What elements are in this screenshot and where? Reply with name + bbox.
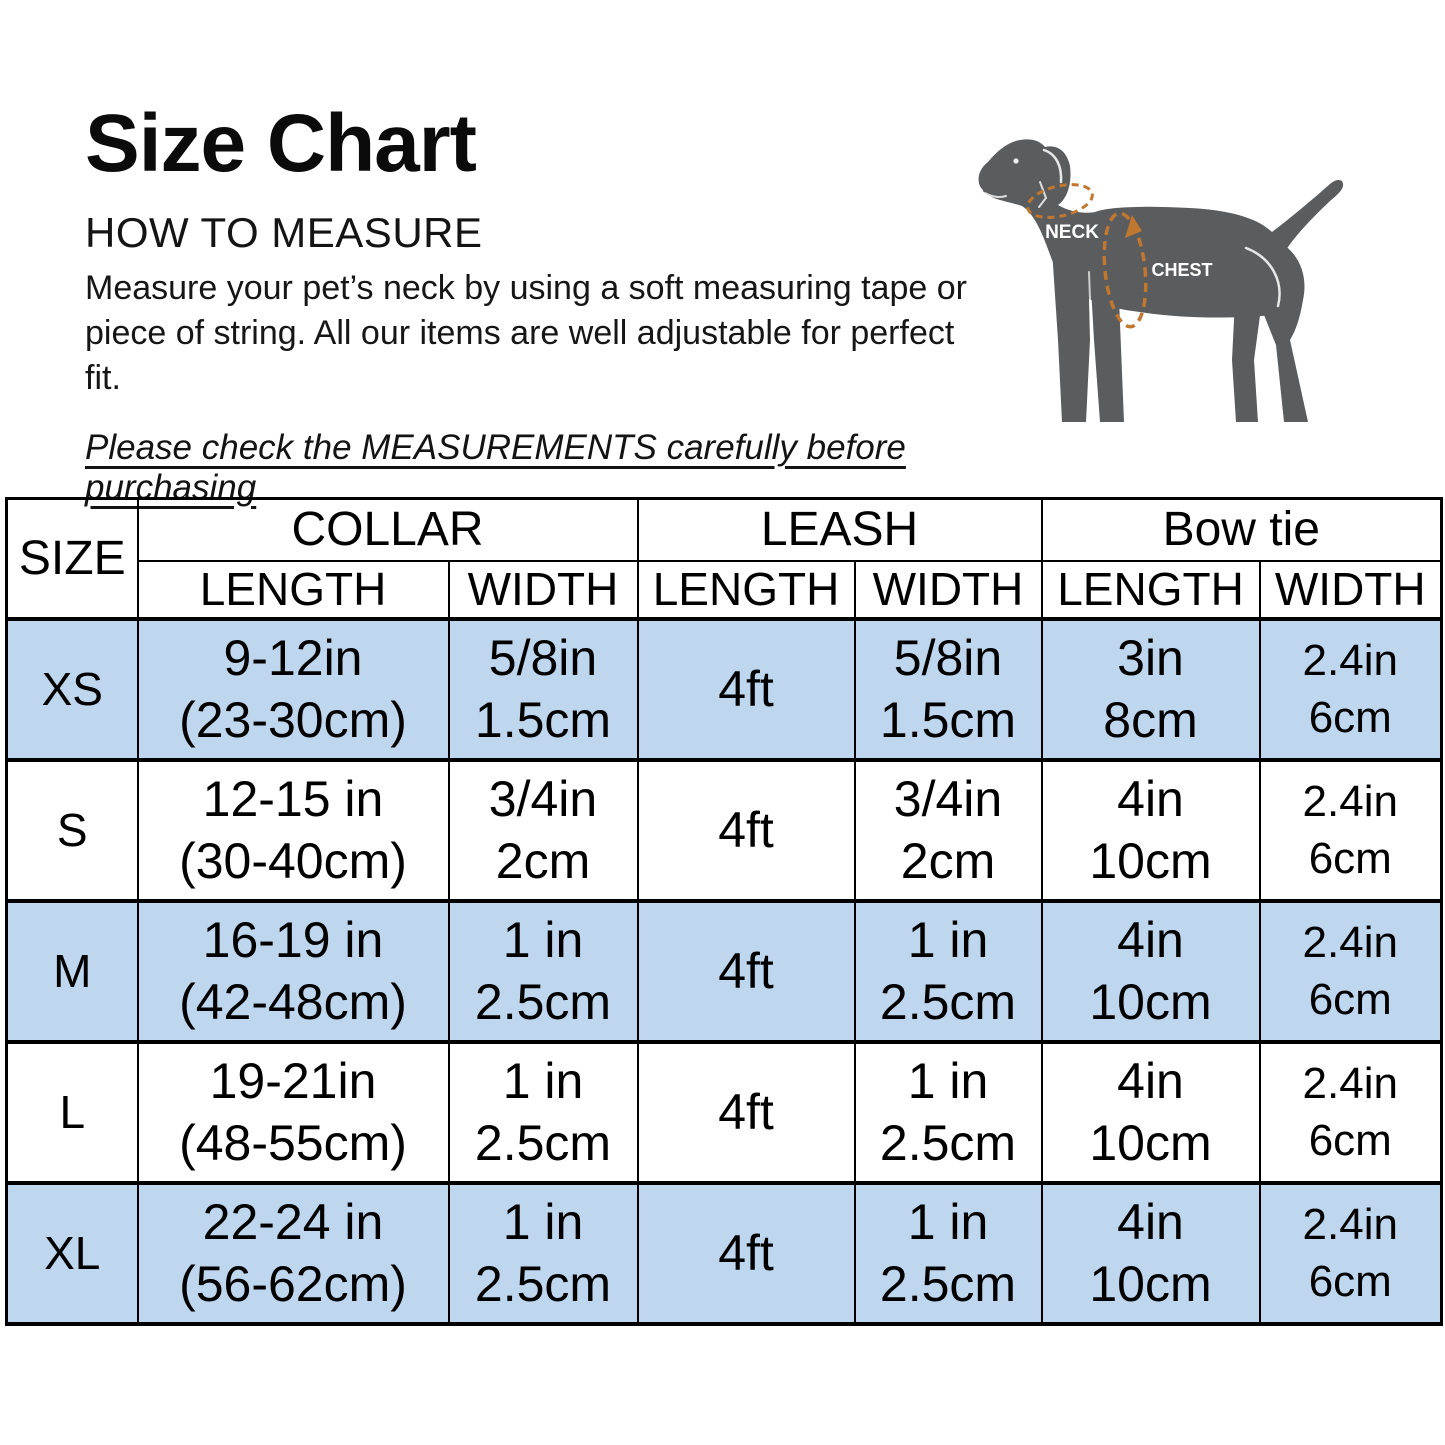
leash-length-header: LENGTH [636,559,856,620]
table-group-header-row: SIZE COLLAR LEASH Bow tie [5,497,1443,620]
cell-collar-width: 5/8in 1.5cm [447,616,639,762]
cell-collar-width: 1 in 2.5cm [447,898,639,1044]
size-column-header: SIZE [5,497,139,620]
chest-measure-ellipse [1102,211,1148,329]
cell-bowtie-width: 2.4in 6cm [1258,898,1443,1044]
table-row-xs: XS 9-12in (23-30cm) 5/8in 1.5cm 4ft 5/8in 1… [5,616,1443,762]
how-to-measure-heading: HOW TO MEASURE [85,209,483,256]
leash-width-header: WIDTH [853,559,1043,620]
dog-thigh-line [1244,246,1281,308]
collar-width-header: WIDTH [447,559,639,620]
dog-ear-outline [1042,148,1063,184]
size-table: SIZE COLLAR LEASH Bow tie LENGTH WIDTH L… [5,497,1444,1326]
cell-collar-length: 16-19 in (42-48cm) [136,898,450,1044]
dog-leg-separation-line [1088,271,1093,353]
cell-collar-width: 3/4in 2cm [447,757,639,903]
table-row-xl: XL 22-24 in (56-62cm) 1 in 2.5cm 4ft 1 in 2… [5,1180,1443,1326]
cell-leash-width: 3/4in 2cm [853,757,1043,903]
cell-leash-width: 5/8in 1.5cm [853,616,1043,762]
dog-hind-leg-far [1232,280,1264,422]
collar-group-header: COLLAR [136,497,639,562]
bowtie-length-header: LENGTH [1040,559,1261,620]
size-label: XS [5,616,139,762]
chest-label: CHEST [1151,260,1212,280]
bowtie-group-header: Bow tie [1040,497,1443,562]
table-row-m: M 16-19 in (42-48cm) 1 in 2.5cm 4ft 1 in 2.… [5,898,1443,1044]
cell-leash-length: 4ft [636,616,856,762]
dog-eye [1013,158,1019,164]
collar-length-header: LENGTH [136,559,450,620]
cell-bowtie-width: 2.4in 6cm [1258,616,1443,762]
bowtie-width-header: WIDTH [1258,559,1443,620]
cell-bowtie-length: 4in 10cm [1040,898,1261,1044]
cell-collar-width: 1 in 2.5cm [447,1039,639,1185]
size-label: L [5,1039,139,1185]
cell-collar-length: 9-12in (23-30cm) [136,616,450,762]
cell-bowtie-width: 2.4in 6cm [1258,1180,1443,1326]
cell-collar-width: 1 in 2.5cm [447,1180,639,1326]
cell-bowtie-width: 2.4in 6cm [1258,757,1443,903]
page-title: Size Chart [85,98,477,189]
dog-front-leg-far [1090,270,1124,422]
leash-group-header: LEASH [636,497,1043,562]
size-label: M [5,898,139,1044]
cell-leash-length: 4ft [636,1039,856,1185]
dog-neck-line [1038,181,1048,208]
cell-leash-width: 1 in 2.5cm [853,1039,1043,1185]
cell-leash-width: 1 in 2.5cm [853,898,1043,1044]
measuring-instructions: Measure your pet’s neck by using a soft … [85,269,967,398]
dog-hind-leg [1258,234,1308,422]
cell-collar-length: 22-24 in (56-62cm) [136,1180,450,1326]
cell-bowtie-length: 4in 10cm [1040,757,1261,903]
table-sub-header-row: LENGTH WIDTH LENGTH WIDTH LENGTH WIDTH [7,559,1443,620]
cell-bowtie-length: 4in 10cm [1040,1180,1261,1326]
table-row-s: S 12-15 in (30-40cm) 3/4in 2cm 4ft 3/4in 2c… [5,757,1443,903]
dog-front-leg [1052,250,1090,422]
chest-measure-arrow-icon [1125,215,1142,238]
purchase-warning-note: Please check the MEASUREMENTS carefully … [85,427,906,507]
intro-section: Size Chart HOW TO MEASURE Measure your p… [85,103,970,508]
cell-collar-length: 12-15 in (30-40cm) [136,757,450,903]
dog-measurement-diagram: NECK CHEST [950,98,1445,460]
cell-leash-width: 1 in 2.5cm [853,1180,1043,1326]
cell-leash-length: 4ft [636,757,856,903]
cell-collar-length: 19-21in (48-55cm) [136,1039,450,1185]
cell-bowtie-length: 4in 10cm [1040,1039,1261,1185]
cell-bowtie-width: 2.4in 6cm [1258,1039,1443,1185]
table-row-l: L 19-21in (48-55cm) 1 in 2.5cm 4ft 1 in 2.5… [5,1039,1443,1185]
cell-leash-length: 4ft [636,1180,856,1326]
size-label: XL [5,1180,139,1326]
cell-bowtie-length: 3in 8cm [1040,616,1261,762]
neck-label: NECK [1045,222,1099,243]
size-label: S [5,757,139,903]
cell-leash-length: 4ft [636,898,856,1044]
dog-mouth-line [984,192,1007,198]
